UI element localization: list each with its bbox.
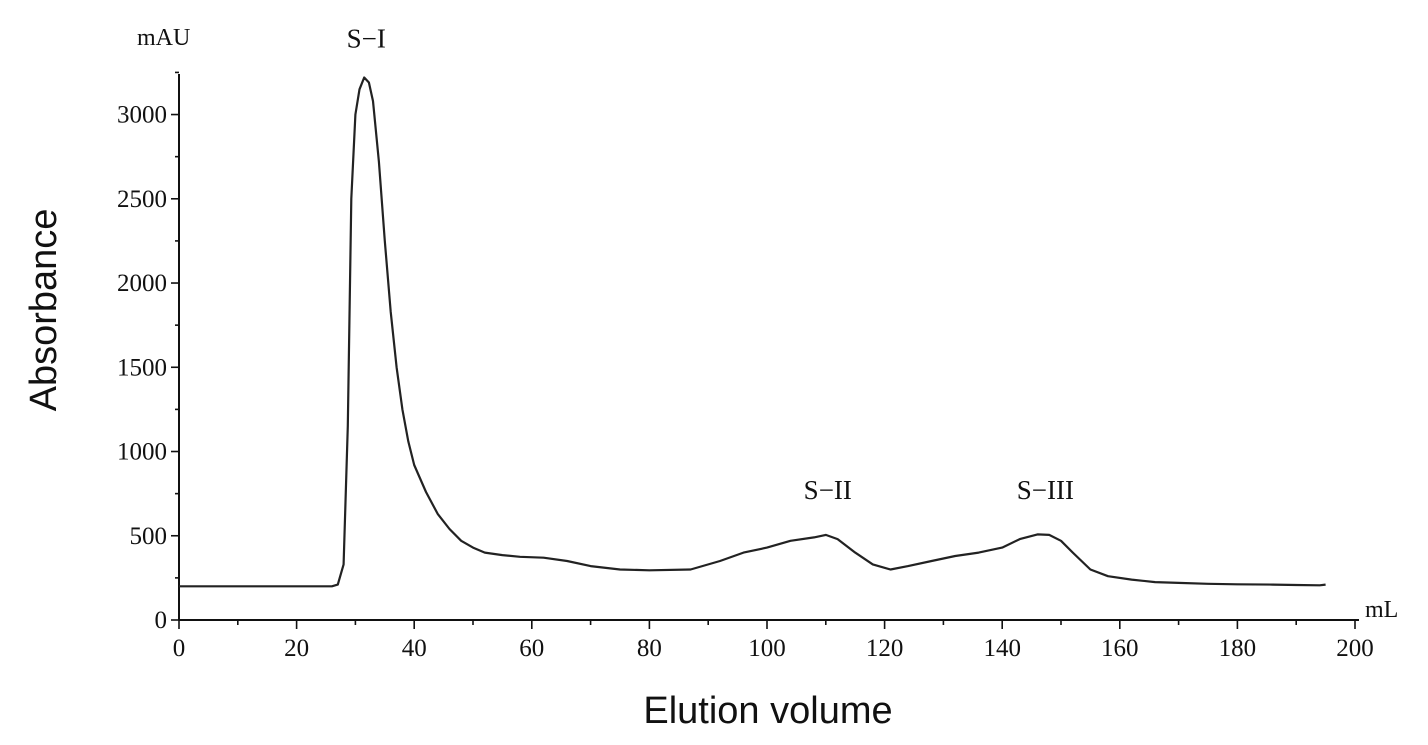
x-tick-label: 40: [402, 635, 427, 662]
y-tick-label: 0: [155, 607, 168, 634]
series-layer: [179, 76, 1326, 588]
x-tick-label: 120: [866, 635, 904, 662]
x-tick-label: 0: [173, 635, 186, 662]
x-tick-label: 140: [983, 635, 1021, 662]
peak-label: S−I: [347, 23, 386, 53]
x-tick-label: 60: [519, 635, 544, 662]
x-tick-label: 200: [1336, 635, 1374, 662]
x-tick-label: 20: [284, 635, 309, 662]
x-unit-label: mL: [1365, 597, 1398, 623]
x-tick-label: 160: [1101, 635, 1139, 662]
x-tick-label: 80: [637, 635, 662, 662]
y-tick-label: 2000: [117, 270, 167, 297]
x-tick-label: 100: [748, 635, 786, 662]
x-axis-title: Elution volume: [643, 690, 892, 732]
y-tick-label: 500: [130, 523, 168, 550]
ticks: 0 20 40 60 80 100 120 140 160 180 2000500100015002…: [117, 71, 1374, 662]
peak-label: S−II: [804, 475, 852, 505]
y-unit-label: mAU: [137, 25, 190, 51]
axes: [178, 74, 1359, 621]
x-tick-label: 180: [1219, 635, 1257, 662]
y-tick-label: 1500: [117, 354, 167, 381]
peak-label: S−III: [1017, 475, 1074, 505]
y-axis-title: Absorbance: [23, 209, 65, 412]
y-tick-label: 3000: [117, 102, 167, 129]
absorbance-line: [179, 76, 1326, 588]
y-tick-label: 1000: [117, 439, 167, 466]
y-tick-label: 2500: [117, 186, 167, 213]
peak-labels: S−I S−II S−III: [347, 23, 1074, 505]
